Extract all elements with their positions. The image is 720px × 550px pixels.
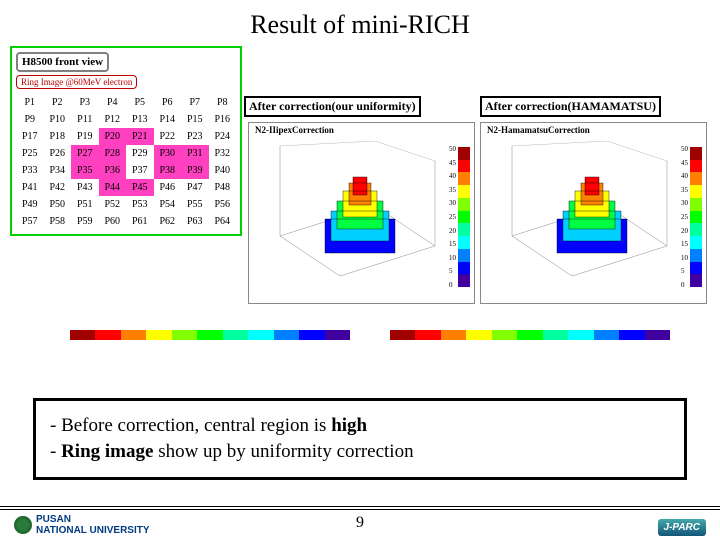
rainbow-strip-right [390, 330, 670, 340]
pixel-P49: P49 [16, 196, 44, 213]
pixel-P38: P38 [154, 162, 182, 179]
pixel-P13: P13 [126, 111, 154, 128]
pixel-P26: P26 [44, 145, 72, 162]
pixel-P62: P62 [154, 213, 182, 230]
pixel-P51: P51 [71, 196, 99, 213]
pixel-P46: P46 [154, 179, 182, 196]
pixel-P40: P40 [209, 162, 237, 179]
pixel-P21: P21 [126, 128, 154, 145]
pixel-P45: P45 [126, 179, 154, 196]
bullet-1-bold: high [331, 415, 367, 436]
bullet-2-bold: Ring image [61, 441, 153, 462]
pixel-P63: P63 [181, 213, 209, 230]
pixel-P43: P43 [71, 179, 99, 196]
pixel-P18: P18 [44, 128, 72, 145]
plot-b-colorbar [690, 147, 702, 287]
summary-box: - Before correction, central region is h… [33, 398, 687, 480]
footer: 9 PUSANNATIONAL UNIVERSITY J-PARC [0, 506, 720, 542]
jparc-badge: J-PARC [658, 519, 706, 536]
jparc-logo: J-PARC [658, 519, 706, 536]
pixel-P33: P33 [16, 162, 44, 179]
plot-a-colorbar [458, 147, 470, 287]
plot-b-header: N2-HamamatsuCorrection [487, 125, 706, 135]
pixel-P22: P22 [154, 128, 182, 145]
pixel-P6: P6 [154, 94, 182, 111]
pixel-P25: P25 [16, 145, 44, 162]
pusan-logo: PUSANNATIONAL UNIVERSITY [14, 514, 150, 536]
label-hamamatsu: After correction(HAMAMATSU) [480, 96, 661, 117]
plot-a-header: N2-IIipexCorrection [255, 125, 474, 135]
pixel-P35: P35 [71, 162, 99, 179]
pixel-P27: P27 [71, 145, 99, 162]
pixel-P10: P10 [44, 111, 72, 128]
pixel-P30: P30 [154, 145, 182, 162]
rainbow-strip-left [70, 330, 350, 340]
pixel-P2: P2 [44, 94, 72, 111]
bullet-1: - Before correction, central region is h… [50, 415, 670, 437]
pixel-P41: P41 [16, 179, 44, 196]
pixel-P4: P4 [99, 94, 127, 111]
plot-b-colorbar-ticks: 50454035302520151050 [681, 145, 688, 289]
pixel-P28: P28 [99, 145, 127, 162]
pusan-name-1: PUSAN [36, 514, 71, 525]
pusan-logo-icon [14, 516, 32, 534]
pixel-P23: P23 [181, 128, 209, 145]
ring-image-label: Ring Image @60MeV electron [16, 75, 137, 89]
bullet-1-text: - Before correction, central region is [50, 415, 331, 436]
pixel-P12: P12 [99, 111, 127, 128]
bullet-2-text: show up by uniformity correction [153, 441, 413, 462]
pixel-P39: P39 [181, 162, 209, 179]
pixel-P53: P53 [126, 196, 154, 213]
pixel-P60: P60 [99, 213, 127, 230]
pixel-P31: P31 [181, 145, 209, 162]
pixel-P14: P14 [154, 111, 182, 128]
label-our-uniformity: After correction(our uniformity) [244, 96, 421, 117]
figure-area: H8500 front view Ring Image @60MeV elect… [10, 40, 710, 390]
pixel-P19: P19 [71, 128, 99, 145]
h8500-panel: H8500 front view Ring Image @60MeV elect… [10, 46, 242, 236]
pixel-P5: P5 [126, 94, 154, 111]
pixel-P20: P20 [99, 128, 127, 145]
pixel-P59: P59 [71, 213, 99, 230]
pixel-P32: P32 [209, 145, 237, 162]
pixel-P15: P15 [181, 111, 209, 128]
pixel-P37: P37 [126, 162, 154, 179]
pixel-P34: P34 [44, 162, 72, 179]
pixel-P24: P24 [209, 128, 237, 145]
h8500-title: H8500 front view [16, 52, 109, 72]
pixel-P55: P55 [181, 196, 209, 213]
pixel-P17: P17 [16, 128, 44, 145]
plot-b-axes [497, 141, 677, 291]
pixel-P58: P58 [44, 213, 72, 230]
pixel-P7: P7 [181, 94, 209, 111]
pixel-P52: P52 [99, 196, 127, 213]
plot-our-uniformity: N2-IIipexCorrection [248, 122, 475, 304]
plot-hamamatsu: N2-HamamatsuCorrection [480, 122, 707, 304]
pusan-name-2: NATIONAL UNIVERSITY [36, 525, 150, 536]
pixel-P3: P3 [71, 94, 99, 111]
pixel-P47: P47 [181, 179, 209, 196]
plot-a-colorbar-ticks: 50454035302520151050 [449, 145, 456, 289]
pixel-P36: P36 [99, 162, 127, 179]
pixel-P1: P1 [16, 94, 44, 111]
pixel-P48: P48 [209, 179, 237, 196]
bullet-2: - Ring image show up by uniformity corre… [50, 441, 670, 463]
pixel-P61: P61 [126, 213, 154, 230]
pixel-P11: P11 [71, 111, 99, 128]
pixel-P56: P56 [209, 196, 237, 213]
pixel-P54: P54 [154, 196, 182, 213]
pixel-P16: P16 [209, 111, 237, 128]
plot-a-axes [265, 141, 445, 291]
slide-title: Result of mini-RICH [0, 10, 720, 40]
pixel-P50: P50 [44, 196, 72, 213]
bullet-2-dash: - [50, 441, 61, 462]
pixel-P9: P9 [16, 111, 44, 128]
pixel-P64: P64 [209, 213, 237, 230]
pixel-grid: P1P2P3P4P5P6P7P8P9P10P11P12P13P14P15P16P… [16, 94, 236, 230]
pixel-P42: P42 [44, 179, 72, 196]
pixel-P57: P57 [16, 213, 44, 230]
pixel-P29: P29 [126, 145, 154, 162]
pixel-P8: P8 [209, 94, 237, 111]
pixel-P44: P44 [99, 179, 127, 196]
